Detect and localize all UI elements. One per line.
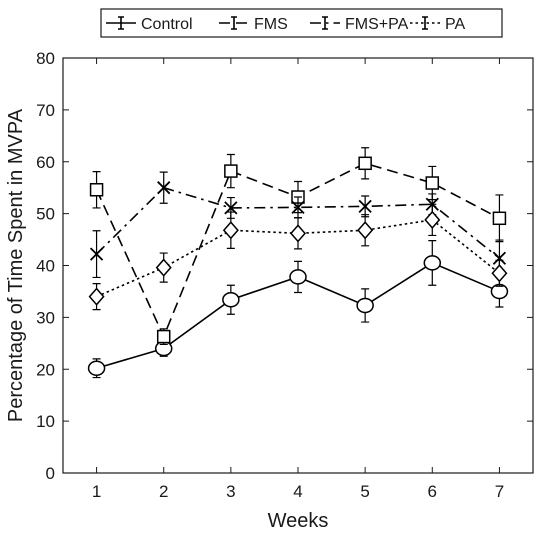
x-tick-label: 2 <box>159 482 168 501</box>
data-point <box>155 258 172 277</box>
data-point <box>492 251 507 265</box>
y-tick-label: 40 <box>36 257 55 276</box>
data-point <box>224 164 238 178</box>
legend-marker <box>322 16 328 30</box>
data-point <box>156 329 171 344</box>
y-axis: 0 10 20 30 40 50 60 70 80 <box>36 49 533 483</box>
legend-item: PA <box>410 16 465 33</box>
legend-label: PA <box>445 16 465 33</box>
legend-label: Control <box>141 16 193 33</box>
data-point <box>423 255 442 271</box>
data-point <box>222 291 240 308</box>
data-point <box>290 224 306 243</box>
y-tick-label: 60 <box>36 153 55 172</box>
y-tick-label: 10 <box>36 412 55 431</box>
data-point <box>87 360 106 376</box>
data-point <box>356 297 374 314</box>
legend-marker <box>118 16 124 30</box>
y-tick-label: 70 <box>36 101 55 120</box>
data-point <box>491 264 508 283</box>
data-point <box>222 221 239 240</box>
data-point <box>89 247 104 261</box>
x-tick-label: 5 <box>360 482 369 501</box>
legend-box <box>100 8 503 38</box>
x-tick-label: 6 <box>428 482 437 501</box>
data-point <box>357 221 374 240</box>
legend-marker <box>231 16 237 30</box>
y-tick-label: 80 <box>36 49 55 68</box>
data-point <box>157 181 171 195</box>
data-point <box>425 176 440 190</box>
y-tick-label: 0 <box>46 464 55 483</box>
x-tick-label: 7 <box>495 482 504 501</box>
legend-item: Control <box>106 16 193 33</box>
legend-item: FMS+PA <box>310 16 409 33</box>
legend-marker <box>422 16 428 30</box>
legend-label: FMS <box>254 16 288 33</box>
y-tick-label: 50 <box>36 205 55 224</box>
x-axis: 1 2 3 4 5 6 7 <box>92 58 504 501</box>
y-axis-label: Percentage of Time Spent in MVPA <box>5 108 27 422</box>
data-point <box>88 287 105 306</box>
data-point <box>424 210 441 229</box>
x-axis-label: Weeks <box>268 510 329 532</box>
plot-series <box>87 147 509 379</box>
x-tick-label: 3 <box>226 482 235 501</box>
x-tick-label: 1 <box>92 482 101 501</box>
data-point <box>358 156 372 171</box>
legend-label: FMS+PA <box>345 16 409 33</box>
y-tick-label: 30 <box>36 308 55 327</box>
data-point <box>358 199 372 213</box>
data-point <box>492 211 507 226</box>
data-point <box>289 269 307 285</box>
legend: Control FMS FMS+PA PA <box>100 8 503 38</box>
series-pa <box>88 203 508 311</box>
legend-item: FMS <box>219 16 288 33</box>
x-tick-label: 4 <box>293 482 302 501</box>
data-point <box>291 200 305 215</box>
data-point <box>89 183 104 197</box>
y-tick-label: 20 <box>36 360 55 379</box>
